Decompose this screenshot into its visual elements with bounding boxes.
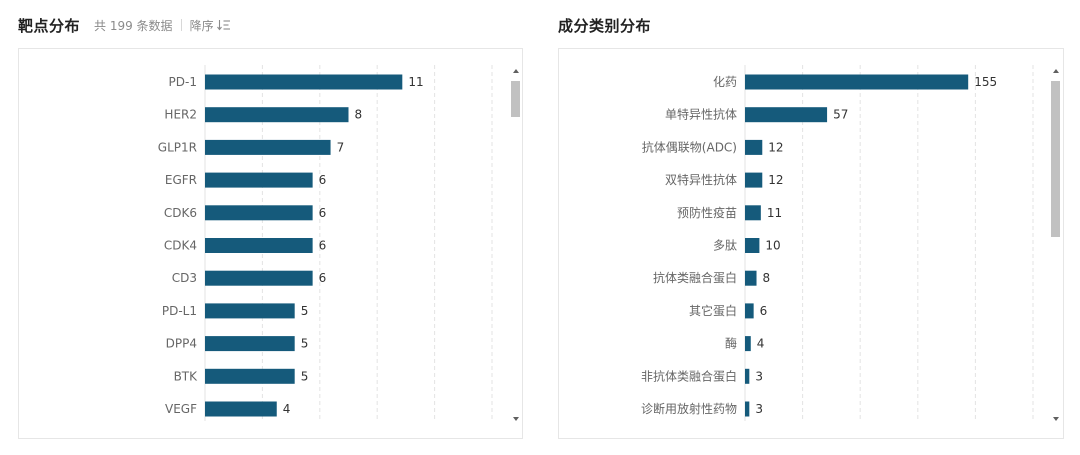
bar[interactable] [205, 205, 313, 221]
value-label: 4 [757, 337, 765, 351]
category-label: GLP1R [158, 140, 197, 154]
value-label: 6 [760, 304, 768, 318]
category-label: CDK6 [164, 206, 197, 220]
bar[interactable] [205, 139, 331, 155]
category-label: 多肽 [713, 238, 737, 253]
bar[interactable] [205, 401, 277, 417]
scroll-thumb[interactable] [511, 81, 520, 117]
bar[interactable] [745, 303, 754, 319]
bar[interactable] [745, 368, 750, 384]
category-label: 诊断用放射性药物 [641, 401, 737, 416]
bar[interactable] [205, 368, 295, 384]
value-label: 6 [319, 206, 327, 220]
value-label: 7 [337, 140, 345, 154]
category-chart-scrollbar[interactable] [1049, 65, 1062, 425]
bar[interactable] [745, 270, 757, 286]
value-label: 4 [283, 402, 291, 416]
bar[interactable] [745, 172, 763, 188]
scroll-down-arrow-icon[interactable] [509, 413, 522, 425]
category-label: VEGF [165, 402, 197, 416]
bar[interactable] [745, 74, 969, 90]
category-label: EGFR [165, 173, 197, 187]
header-divider [180, 19, 182, 31]
value-label: 10 [765, 239, 780, 253]
value-label: 155 [974, 75, 997, 89]
value-label: 5 [301, 304, 309, 318]
scroll-thumb[interactable] [1051, 81, 1060, 237]
scroll-track[interactable] [1049, 77, 1062, 413]
component-category-chart: 化药 155 单特异性抗体 57 抗体偶联物(ADC) 12 双特异性抗体 12 预防性疫苗 11… [558, 48, 1064, 439]
bar[interactable] [745, 205, 761, 221]
value-label: 11 [408, 75, 423, 89]
category-label: 抗体类融合蛋白 [653, 270, 737, 285]
left-panel-header: 靶点分布 共 199 条数据 降序 [18, 13, 231, 37]
value-label: 5 [301, 337, 309, 351]
value-label: 57 [833, 108, 848, 122]
value-label: 6 [319, 173, 327, 187]
scroll-up-arrow-icon[interactable] [509, 65, 522, 77]
bar[interactable] [745, 238, 760, 253]
value-label: 8 [355, 108, 363, 122]
bar[interactable] [745, 139, 763, 155]
target-chart-scrollbar[interactable] [509, 65, 522, 425]
right-panel-header: 成分类别分布 [558, 13, 651, 37]
category-label: CD3 [172, 271, 197, 285]
value-label: 12 [768, 140, 783, 154]
category-label: 预防性疫苗 [677, 205, 737, 220]
value-label: 6 [319, 271, 327, 285]
value-label: 6 [319, 239, 327, 253]
bar[interactable] [745, 401, 750, 417]
category-label: 酶 [725, 336, 737, 351]
sort-label: 降序 [189, 18, 214, 33]
target-distribution-plot: PD-1 11 HER2 8 GLP1R 7 EGFR 6 CDK6 6 CDK4 6 CD3 6 PD-L… [158, 65, 493, 421]
sort-toggle-button[interactable]: 降序 [190, 17, 231, 34]
bar[interactable] [205, 172, 313, 188]
value-label: 8 [763, 271, 771, 285]
bar[interactable] [205, 336, 295, 352]
scroll-up-arrow-icon[interactable] [1049, 65, 1062, 77]
value-label: 5 [301, 369, 309, 383]
bar[interactable] [745, 107, 828, 123]
component-category-plot: 化药 155 单特异性抗体 57 抗体偶联物(ADC) 12 双特异性抗体 12 预防性疫苗 11… [641, 65, 1034, 421]
bar[interactable] [205, 303, 295, 319]
right-panel-title: 成分类别分布 [558, 16, 652, 35]
category-label: PD-L1 [162, 304, 197, 318]
sort-descending-icon [216, 19, 231, 31]
value-label: 3 [755, 402, 763, 416]
bar[interactable] [205, 270, 313, 286]
category-label: 单特异性抗体 [665, 107, 737, 122]
value-label: 3 [755, 369, 763, 383]
bar[interactable] [205, 74, 403, 90]
category-label: 抗体偶联物(ADC) [642, 139, 737, 154]
bar[interactable] [745, 336, 751, 352]
bar[interactable] [205, 238, 313, 253]
record-count: 共 199 条数据 [94, 18, 173, 33]
category-label: CDK4 [164, 239, 197, 253]
category-label: PD-1 [169, 75, 197, 89]
category-label: HER2 [164, 108, 197, 122]
category-label: 非抗体类融合蛋白 [641, 368, 737, 383]
scroll-down-arrow-icon[interactable] [1049, 413, 1062, 425]
scroll-track[interactable] [509, 77, 522, 413]
category-label: 化药 [713, 75, 737, 89]
bar[interactable] [205, 107, 349, 123]
target-distribution-chart: PD-1 11 HER2 8 GLP1R 7 EGFR 6 CDK6 6 CDK4 6 CD3 6 PD-L… [18, 48, 523, 439]
category-label: DPP4 [166, 337, 197, 351]
left-panel-title: 靶点分布 [18, 16, 81, 35]
category-label: 双特异性抗体 [665, 172, 737, 187]
category-label: BTK [174, 369, 199, 383]
category-label: 其它蛋白 [689, 303, 737, 318]
value-label: 12 [768, 173, 783, 187]
value-label: 11 [767, 206, 782, 220]
